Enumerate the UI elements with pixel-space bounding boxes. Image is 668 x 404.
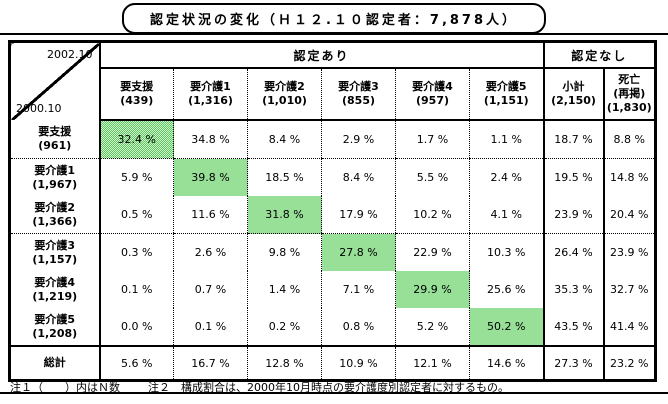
page-title: 認定状況の変化（Ｈ１２.１０認定者：7,878人）	[149, 13, 519, 28]
percent-cell: 8.4 %	[247, 120, 322, 159]
percent-cell: 5.9 %	[121, 171, 153, 184]
percent-cell: 0.7 %	[173, 271, 248, 308]
column-header: 要介護3 (855)	[321, 68, 396, 121]
top-rule	[0, 33, 668, 35]
certification-status-table: 2002.10 2000.10 認定あり 認定なし 要支援 (439) 要介護1 (1…	[8, 40, 657, 382]
percent-cell: 18.7 %	[542, 120, 604, 159]
header-group-row: 2002.10 2000.10 認定あり 認定なし	[9, 41, 656, 120]
row-label: 要介護2 (1,366)	[9, 196, 101, 234]
percent-cell: 25.6 %	[469, 271, 544, 308]
table-row: 総計 5.6 % 16.7 % 12.8 % 10.9 % 12.1 % 14.6 % 27.…	[9, 345, 656, 381]
column-header: 要介護2 (1,010)	[247, 68, 322, 121]
percent-cell: 0.2 %	[247, 308, 322, 346]
group-header-not-certified: 認定なし	[542, 41, 656, 69]
percent-cell: 2.9 %	[321, 120, 396, 159]
row-label: 要介護4 (1,219)	[9, 271, 101, 308]
percent-cell-highlighted: 39.8 %	[173, 158, 248, 196]
percent-cell: 43.5 %	[542, 308, 604, 346]
column-header: 要介護4 (957)	[395, 68, 470, 121]
percent-cell: 10.3 %	[469, 233, 544, 271]
percent-cell: 32.7 %	[602, 271, 656, 308]
percent-cell-highlighted: 50.2 %	[469, 308, 544, 346]
percent-cell: 35.3 %	[542, 271, 604, 308]
corner-year-2000: 2000.10	[16, 102, 62, 115]
percent-cell: 34.8 %	[173, 120, 248, 159]
percent-cell: 1.1 %	[469, 120, 544, 159]
table-row: 要介護3 (1,157) 0.3 % 2.6 % 9.8 % 27.8 % 22.9 % 10…	[9, 233, 656, 271]
table-row: 要介護1 (1,967) 5.9 % 39.8 % 18.5 % 8.4 % 5.5 % 2.…	[9, 158, 656, 196]
corner-diagonal-cell: 2002.10 2000.10	[9, 41, 101, 120]
percent-cell: 8.8 %	[602, 120, 656, 159]
percent-cell: 2.4 %	[469, 158, 544, 196]
percent-cell-highlighted: 29.9 %	[395, 271, 470, 308]
percent-cell: 27.3 %	[542, 345, 604, 381]
percent-cell: 22.9 %	[395, 233, 470, 271]
percent-cell: 9.8 %	[247, 233, 322, 271]
table-row: 要介護2 (1,366) 0.5 % 11.6 % 31.8 % 17.9 % 10.2 %…	[9, 196, 656, 234]
column-header: 要介護1 (1,316)	[173, 68, 248, 121]
group-header-certified: 認定あり	[99, 41, 544, 69]
percent-cell: 4.1 %	[469, 196, 544, 234]
percent-cell: 17.9 %	[321, 196, 396, 234]
percent-cell: 11.6 %	[173, 196, 248, 234]
percent-cell: 23.9 %	[542, 196, 604, 234]
percent-cell-highlighted: 27.8 %	[321, 233, 396, 271]
percent-cell: 23.2 %	[602, 345, 656, 381]
footnotes: 注１（ ）内はＮ数 注２ 構成割合は、2000年10月時点の要介護度別認定者に対…	[10, 379, 664, 395]
row-label: 総計	[9, 345, 101, 381]
percent-cell: 5.2 %	[395, 308, 470, 346]
percent-cell-highlighted: 32.4 %	[99, 120, 174, 159]
corner-year-2002: 2002.10	[47, 48, 93, 61]
percent-cell: 0.1 %	[121, 283, 153, 296]
percent-cell: 0.1 %	[173, 308, 248, 346]
percent-cell-highlighted: 31.8 %	[247, 196, 322, 234]
percent-cell: 5.5 %	[395, 158, 470, 196]
percent-cell: 5.6 %	[99, 345, 174, 381]
percent-cell: 2.6 %	[173, 233, 248, 271]
column-header: 小計 (2,150)	[542, 68, 604, 121]
column-header: 死亡 (再掲) (1,830)	[602, 68, 656, 121]
percent-cell: 0.0 %	[121, 320, 153, 333]
percent-cell: 18.5 %	[247, 158, 322, 196]
percent-cell: 41.4 %	[602, 308, 656, 346]
footnote-2: 注２ 構成割合は、2000年10月時点の要介護度別認定者に対するもの。	[148, 381, 509, 394]
percent-cell: 16.7 %	[173, 345, 248, 381]
column-header: 要支援 (439)	[99, 68, 174, 121]
table-row: 要介護4 (1,219) 0.1 % 0.7 % 1.4 % 7.1 % 29.9 % 25.…	[9, 271, 656, 308]
column-header-row: 要支援 (439) 要介護1 (1,316) 要介護2 (1,010) 要介護3 (855) 要…	[10, 68, 656, 121]
percent-cell: 26.4 %	[542, 233, 604, 271]
percent-cell: 20.4 %	[602, 196, 656, 234]
row-label: 要介護5 (1,208)	[9, 308, 101, 346]
percent-cell: 10.2 %	[395, 196, 470, 234]
percent-cell: 1.7 %	[395, 120, 470, 159]
percent-cell: 19.5 %	[542, 158, 604, 196]
bottom-rule	[0, 392, 668, 394]
percent-cell: 10.9 %	[321, 345, 396, 381]
percent-cell: 0.5 %	[99, 196, 174, 234]
row-label: 要支援 (961)	[9, 120, 101, 159]
row-label: 要介護3 (1,157)	[9, 233, 101, 271]
percent-cell: 1.4 %	[247, 271, 322, 308]
column-header: 要介護5 (1,151)	[469, 68, 544, 121]
percent-cell: 12.1 %	[395, 345, 470, 381]
percent-cell: 23.9 %	[602, 233, 656, 271]
table-row: 要介護5 (1,208) 0.0 % 0.1 % 0.2 % 0.8 % 5.2 % 50.2…	[9, 308, 656, 346]
percent-cell: 12.8 %	[247, 345, 322, 381]
footnote-1: 注１（ ）内はＮ数	[10, 381, 120, 394]
row-label: 要介護1 (1,967)	[9, 158, 101, 196]
percent-cell: 0.3 %	[121, 246, 153, 259]
percent-cell: 14.8 %	[602, 158, 656, 196]
percent-cell: 8.4 %	[321, 158, 396, 196]
percent-cell: 7.1 %	[321, 271, 396, 308]
percent-cell: 14.6 %	[469, 345, 544, 381]
percent-cell: 0.8 %	[321, 308, 396, 346]
table-row: 要支援 (961) 32.4 % 34.8 % 8.4 % 2.9 % 1.7 % 1.1 %…	[9, 120, 656, 159]
title-box: 認定状況の変化（Ｈ１２.１０認定者：7,878人）	[121, 3, 547, 34]
